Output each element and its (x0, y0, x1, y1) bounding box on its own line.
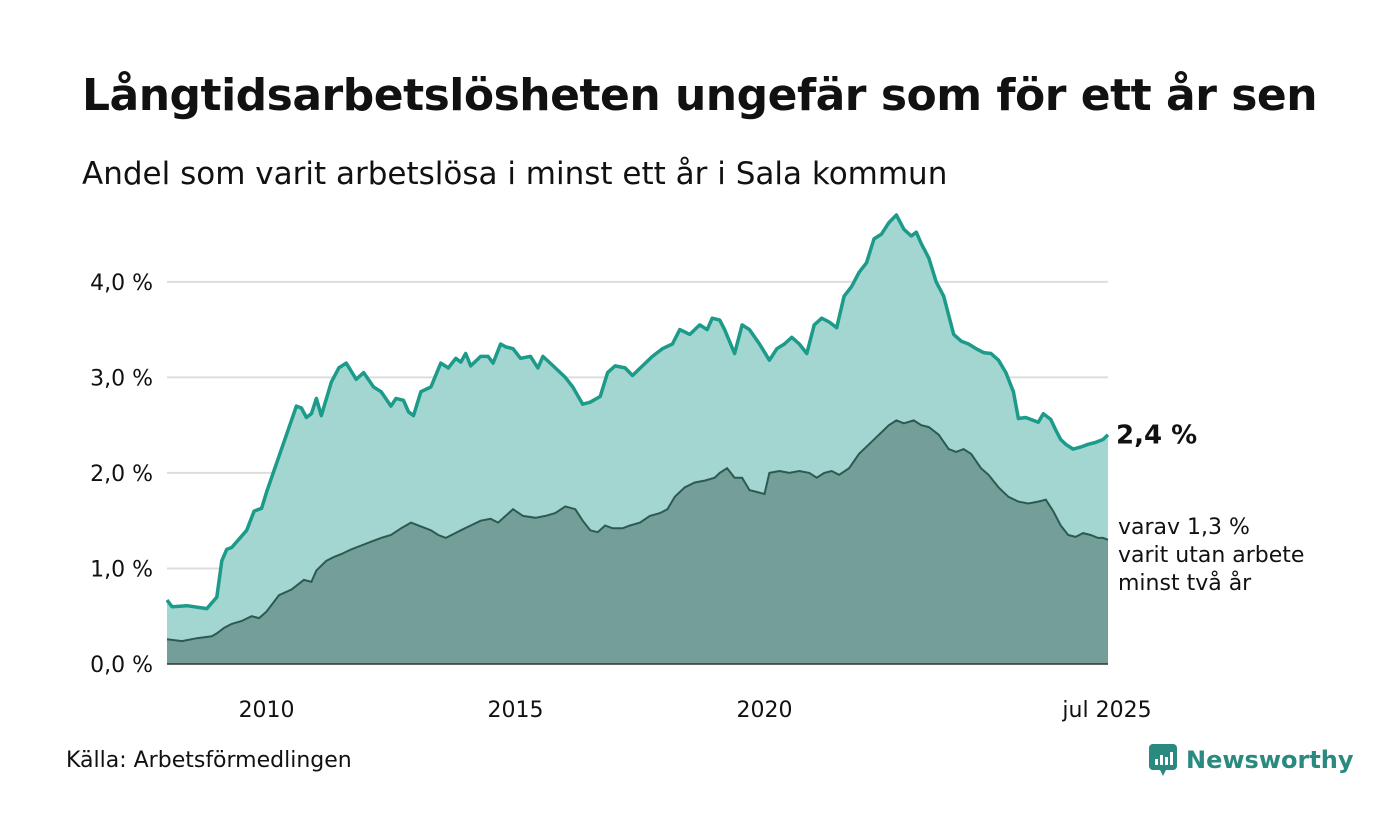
chart-title: Långtidsarbetslösheten ungefär som för e… (82, 70, 1318, 121)
sub-area (167, 420, 1108, 664)
x-tick-label: 2020 (736, 698, 792, 723)
source-note: Källa: Arbetsförmedlingen (66, 748, 352, 773)
y-tick-label: 2,0 % (90, 462, 153, 487)
sub-line (166, 419, 1109, 643)
sub-value-label: varav 1,3 % (1118, 515, 1250, 540)
newsworthy-logo-icon (1149, 744, 1177, 776)
y-tick-label: 0,0 % (90, 653, 153, 678)
y-tick-label: 1,0 % (90, 557, 153, 582)
x-tick-label: 2015 (488, 698, 544, 723)
total-line (165, 213, 1110, 611)
y-tick-label: 4,0 % (90, 271, 153, 296)
brand-name: Newsworthy (1186, 746, 1354, 774)
total-value-label: 2,4 % (1116, 421, 1197, 451)
sub-value-label: varit utan arbete (1118, 543, 1304, 568)
sub-value-label: minst två år (1118, 570, 1252, 596)
chart-subtitle: Andel som varit arbetslösa i minst ett å… (82, 156, 948, 192)
y-tick-label: 3,0 % (90, 366, 153, 391)
x-tick-label: 2010 (239, 698, 295, 723)
brand-logo: Newsworthy (1148, 742, 1354, 778)
x-tick-label: jul 2025 (1061, 698, 1151, 723)
